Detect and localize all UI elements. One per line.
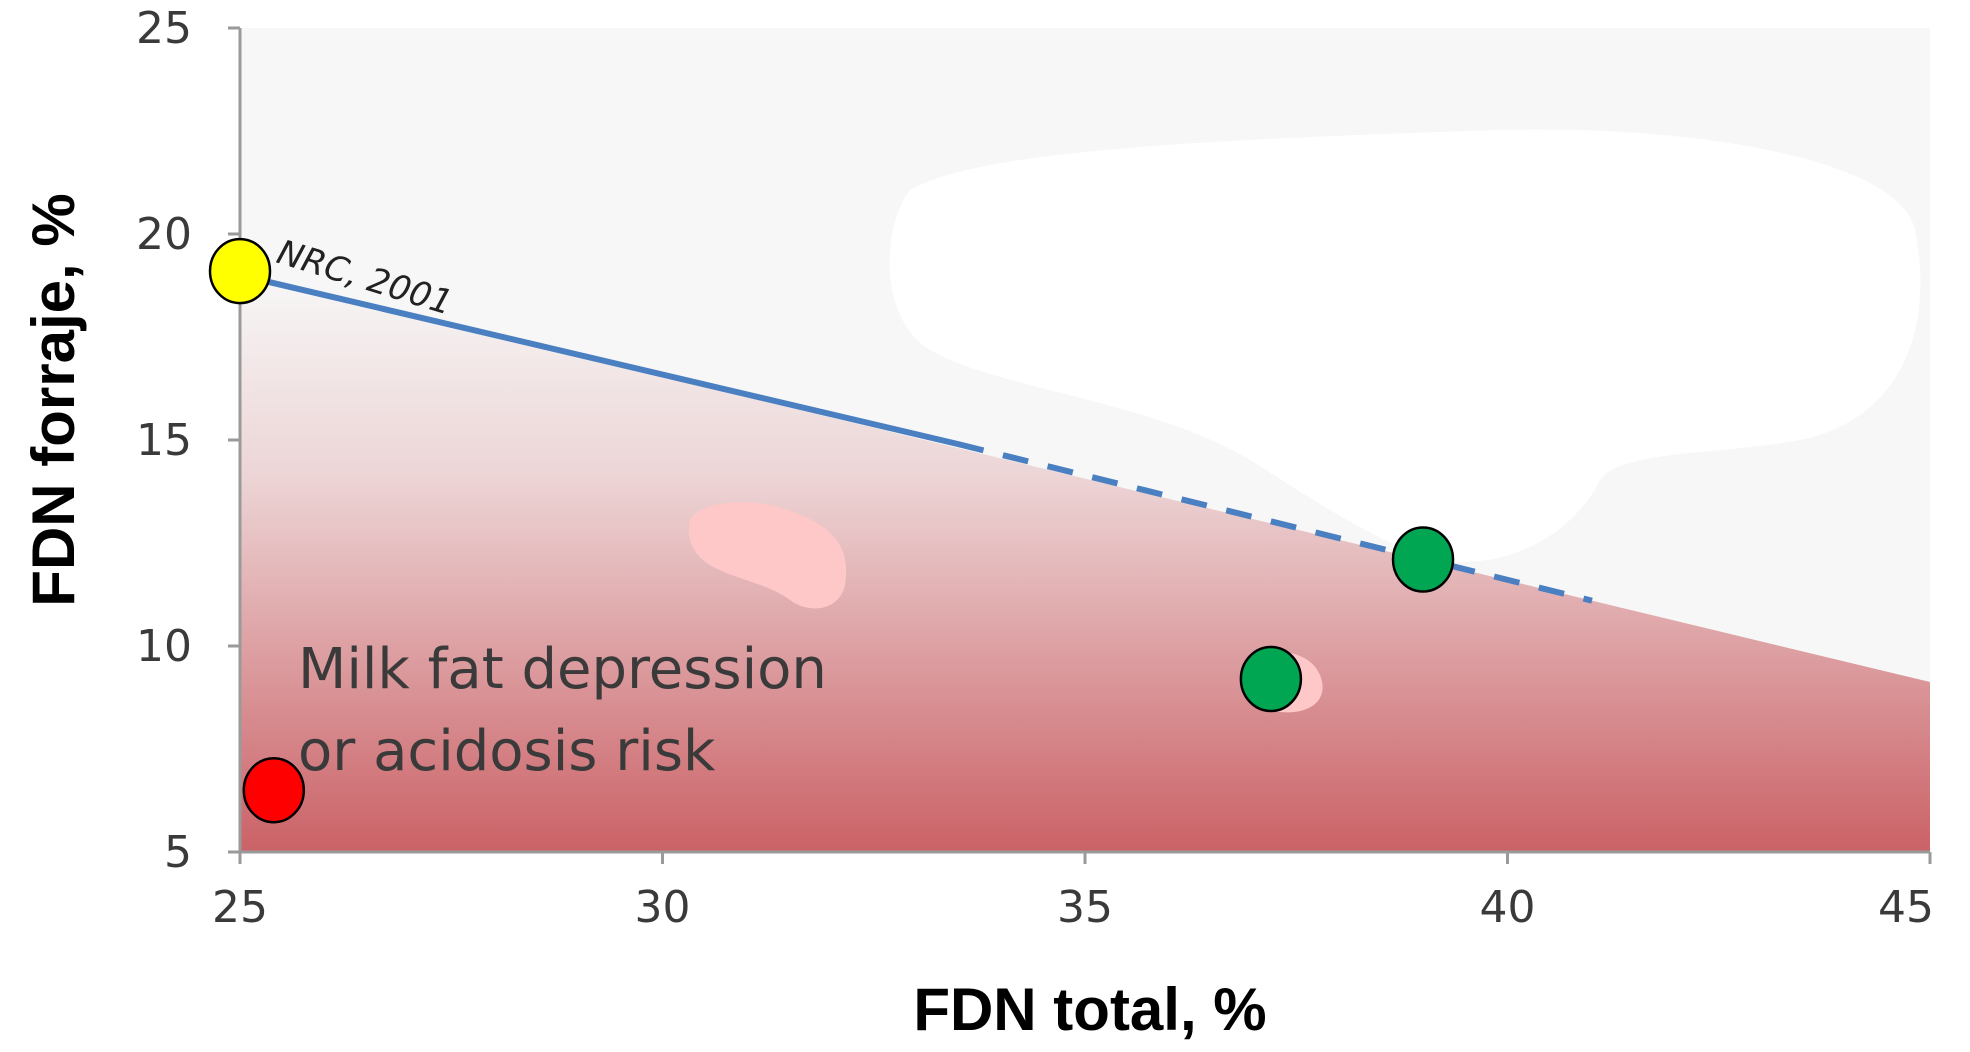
pink-smudge (688, 502, 847, 609)
y-axis-title: FDN forraje, % (20, 193, 87, 606)
data-point (1239, 645, 1303, 713)
y-ticks: 5 10 15 20 25 (136, 3, 240, 878)
risk-label-line-2: or acidosis risk (298, 719, 716, 784)
y-tick-label: 10 (136, 621, 192, 672)
x-tick-label: 40 (1480, 882, 1536, 933)
x-ticks: 25 30 35 40 45 (212, 852, 1934, 933)
y-tick-label: 25 (136, 3, 192, 54)
x-tick-label: 25 (212, 882, 268, 933)
nrc-line-dashed (957, 441, 1593, 604)
y-tick-label: 15 (136, 415, 192, 466)
data-points (208, 237, 1455, 824)
x-tick-label: 35 (1057, 882, 1113, 933)
nrc-line-solid (237, 272, 962, 448)
x-axis-title: FDN total, % (913, 976, 1266, 1043)
risk-label-line-1: Milk fat depression (298, 637, 827, 702)
overlay-blob (889, 129, 1921, 562)
x-tick-label: 45 (1878, 882, 1934, 933)
x-tick-label: 30 (635, 882, 691, 933)
data-point (242, 756, 306, 824)
risk-region (240, 275, 1930, 852)
y-tick-label: 20 (136, 209, 192, 260)
data-point (208, 237, 272, 305)
y-tick-label: 5 (164, 827, 192, 878)
data-point (1391, 526, 1455, 593)
